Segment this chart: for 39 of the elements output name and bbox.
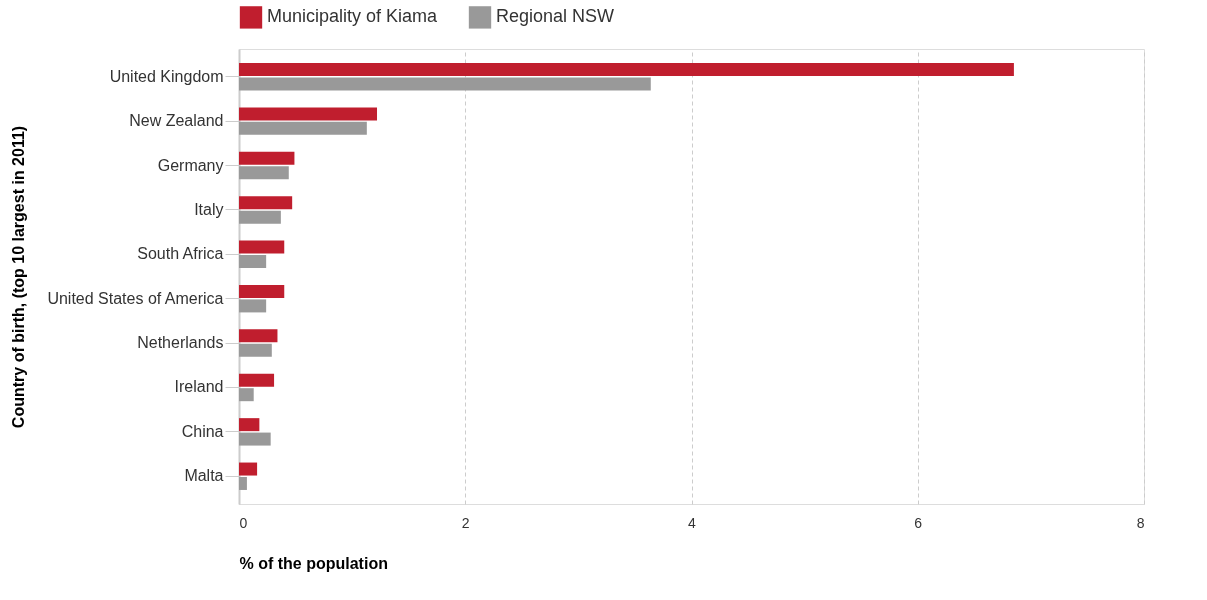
bar	[239, 255, 267, 269]
bar	[239, 240, 285, 254]
bar	[239, 284, 285, 298]
bar	[239, 462, 258, 476]
y-tick-label: United Kingdom	[109, 67, 224, 85]
bar	[239, 476, 247, 490]
bar	[239, 77, 651, 91]
bar	[239, 343, 272, 357]
y-tick-label: South Africa	[137, 245, 224, 263]
y-tick-label: Malta	[184, 467, 224, 485]
x-tick-label: 2	[461, 514, 470, 531]
bar	[239, 166, 289, 180]
bar	[239, 107, 378, 121]
x-tick-label: 0	[239, 514, 248, 531]
legend-label: Municipality of Kiama	[267, 6, 439, 27]
x-tick-label: 6	[914, 514, 923, 531]
y-tick-label: China	[181, 422, 224, 440]
y-axis-title: Country of birth, (top 10 largest in 2011)	[9, 125, 27, 429]
bar	[239, 329, 278, 343]
y-tick-label: New Zealand	[129, 112, 224, 130]
y-tick-label: Netherlands	[137, 334, 224, 352]
bar	[239, 299, 267, 313]
bar	[239, 151, 295, 165]
x-tick-label: 4	[688, 514, 697, 531]
y-tick-label: Italy	[194, 200, 224, 218]
bar	[239, 196, 293, 210]
y-tick-label: Germany	[157, 156, 224, 174]
bar	[239, 121, 367, 135]
bar	[239, 388, 254, 402]
bar	[239, 373, 275, 387]
y-tick-label: Ireland	[174, 378, 224, 396]
bar	[239, 432, 271, 446]
x-tick-label: 8	[1136, 514, 1145, 531]
x-axis-title: % of the population	[239, 554, 388, 572]
bar	[239, 210, 281, 224]
legend-label: Regional NSW	[496, 6, 615, 27]
bar	[239, 63, 1014, 77]
bar	[239, 418, 260, 432]
y-tick-label: United States of America	[47, 289, 224, 307]
